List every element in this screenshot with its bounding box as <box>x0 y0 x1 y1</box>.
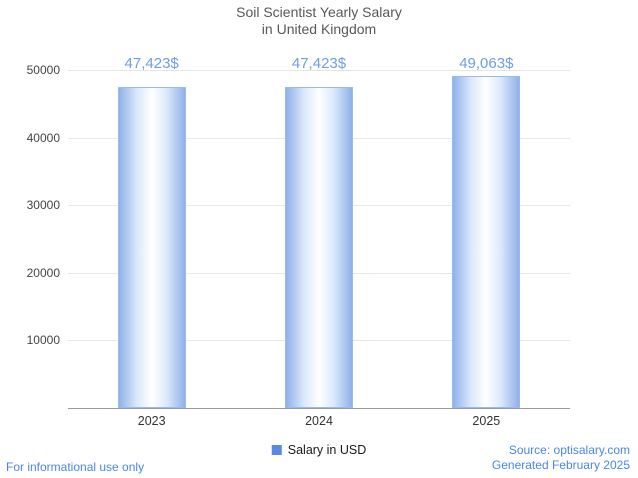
y-axis-tick-label: 10000 <box>26 333 60 348</box>
y-axis-tick-label: 50000 <box>26 63 60 77</box>
source-link[interactable]: Source: optisalary.com <box>508 443 630 457</box>
x-axis-tick-label: 2024 <box>305 414 333 428</box>
legend-swatch-icon <box>271 445 282 455</box>
y-axis-tick-label: 40000 <box>26 130 60 145</box>
chart-title: Soil Scientist Yearly Salary in United K… <box>0 4 638 38</box>
generated-date: Generated February 2025 <box>491 458 630 472</box>
bar-value-label: 47,423$ <box>291 55 347 72</box>
y-axis-tick-label: 20000 <box>26 265 60 280</box>
source-block: Source: optisalary.com Generated Februar… <box>492 443 630 473</box>
legend-label: Salary in USD <box>287 443 367 457</box>
chart-title-line1: Soil Scientist Yearly Salary <box>236 4 402 20</box>
legend: Salary in USD <box>271 443 367 457</box>
plot-area <box>68 70 570 409</box>
bar-2025 <box>452 76 521 408</box>
bar-value-label: 47,423$ <box>124 55 179 72</box>
gridline <box>68 70 570 71</box>
x-axis-tick-label: 2023 <box>137 414 166 428</box>
bar-value-label: 49,063$ <box>459 55 514 72</box>
chart-title-line2: in United Kingdom <box>261 21 377 37</box>
x-axis-tick-label: 2025 <box>472 414 501 428</box>
disclaimer-text: For informational use only <box>6 460 145 474</box>
bar-2024 <box>285 87 353 408</box>
y-axis-tick-label: 30000 <box>26 198 60 213</box>
bar-2023 <box>117 87 186 408</box>
